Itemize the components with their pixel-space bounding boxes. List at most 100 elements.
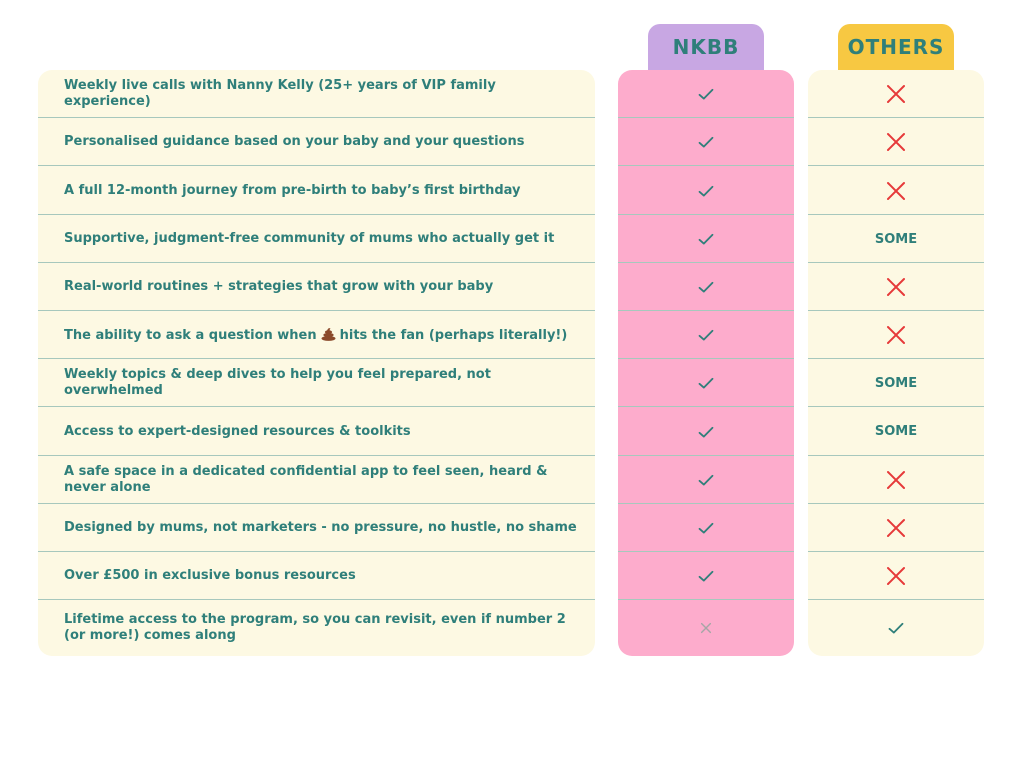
check-icon [698,329,714,341]
nkbb-cell [618,456,794,504]
check-icon [698,233,714,245]
row-divider [38,406,595,407]
row-divider [618,455,794,456]
row-divider [618,503,794,504]
comparison-row: Weekly topics & deep dives to help you f… [0,358,1024,407]
poop-icon [321,327,336,341]
feature-text-end: hits the fan (perhaps literally!) [339,327,568,343]
row-divider [618,599,794,600]
check-icon [698,377,714,389]
others-cell [808,263,984,311]
feature-label: Personalised guidance based on your baby… [64,134,525,149]
nkbb-cell [618,118,794,166]
row-divider [38,358,595,359]
others-cell [808,552,984,600]
row-divider [808,551,984,552]
check-icon [698,570,714,582]
row-divider [808,262,984,263]
feature-label: A safe space in a dedicated confidential… [64,464,548,495]
comparison-row: Lifetime access to the program, so you c… [0,599,1024,656]
comparison-row: A safe space in a dedicated confidential… [0,455,1024,504]
comparison-row: Supportive, judgment-free community of m… [0,214,1024,263]
check-icon [698,185,714,196]
nkbb-cell [618,359,794,407]
row-divider [808,358,984,359]
others-cell [808,456,984,504]
row-divider [808,214,984,215]
row-divider [808,455,984,456]
row-divider [808,117,984,118]
others-cell [808,118,984,166]
row-divider [38,551,595,552]
row-divider [38,599,595,600]
nkbb-column-header: NKBB [648,24,764,70]
cross-icon [700,622,712,634]
others-cell [808,311,984,359]
row-divider [618,262,794,263]
feature-label: A full 12-month journey from pre-birth t… [64,182,521,198]
comparison-row: Designed by mums, not marketers - no pre… [0,503,1024,552]
row-divider [618,358,794,359]
row-divider [38,117,595,118]
check-icon [698,88,714,100]
row-divider [618,214,794,215]
others-cell [808,504,984,552]
others-cell [808,166,984,215]
check-icon [698,281,714,293]
cross-icon [887,133,905,151]
feature-label: Designed by mums, not marketers - no pre… [64,520,577,535]
cross-icon [887,567,905,585]
nkbb-cell [618,407,794,456]
feature-label: Real-world routines + strategies that gr… [64,279,494,294]
row-divider [618,551,794,552]
nkbb-cell [618,552,794,600]
others-cell [808,70,984,118]
others-cell: SOME [808,407,984,456]
row-divider [618,310,794,311]
nkbb-cell [618,504,794,552]
row-divider [38,310,595,311]
row-divider [808,406,984,407]
row-divider [808,310,984,311]
comparison-row: Over £500 in exclusive bonus resources [0,551,1024,600]
feature-label: The ability to ask a question when hits t… [38,311,595,359]
cross-icon [887,181,905,200]
feature-text-start: The ability to ask a question when [64,327,317,343]
some-label: SOME [874,375,918,391]
cross-icon [887,326,905,344]
comparison-row: The ability to ask a question when hits t… [0,310,1024,359]
feature-label: Over £500 in exclusive bonus resources [64,568,356,583]
comparison-row: Personalised guidance based on your baby… [0,117,1024,166]
row-divider [38,165,595,166]
check-icon [698,522,714,534]
check-icon [698,474,714,486]
row-divider [38,503,595,504]
cross-icon [887,85,905,103]
others-column [808,70,984,656]
row-divider [618,117,794,118]
feature-label: Access to expert-designed resources & to… [64,423,411,439]
comparison-row: Access to expert-designed resources & to… [0,406,1024,456]
cross-icon [887,278,905,296]
features-column [38,70,595,656]
check-icon [698,426,714,437]
check-icon [888,622,904,634]
row-divider [618,165,794,166]
others-cell [808,600,984,656]
nkbb-column [618,70,794,656]
some-label: SOME [874,231,918,247]
some-label: SOME [874,424,918,439]
row-divider [808,165,984,166]
cross-icon [887,471,905,489]
check-icon [698,136,714,148]
nkbb-cell [618,215,794,263]
others-column-header: OTHERS [838,24,954,70]
feature-label: Lifetime access to the program, so you c… [64,612,566,643]
comparison-row: A full 12-month journey from pre-birth t… [0,165,1024,215]
feature-label: Supportive, judgment-free community of m… [64,231,555,246]
nkbb-cell [618,600,794,656]
cross-icon [887,519,905,537]
row-divider [38,214,595,215]
nkbb-cell [618,70,794,118]
others-cell: SOME [808,359,984,407]
